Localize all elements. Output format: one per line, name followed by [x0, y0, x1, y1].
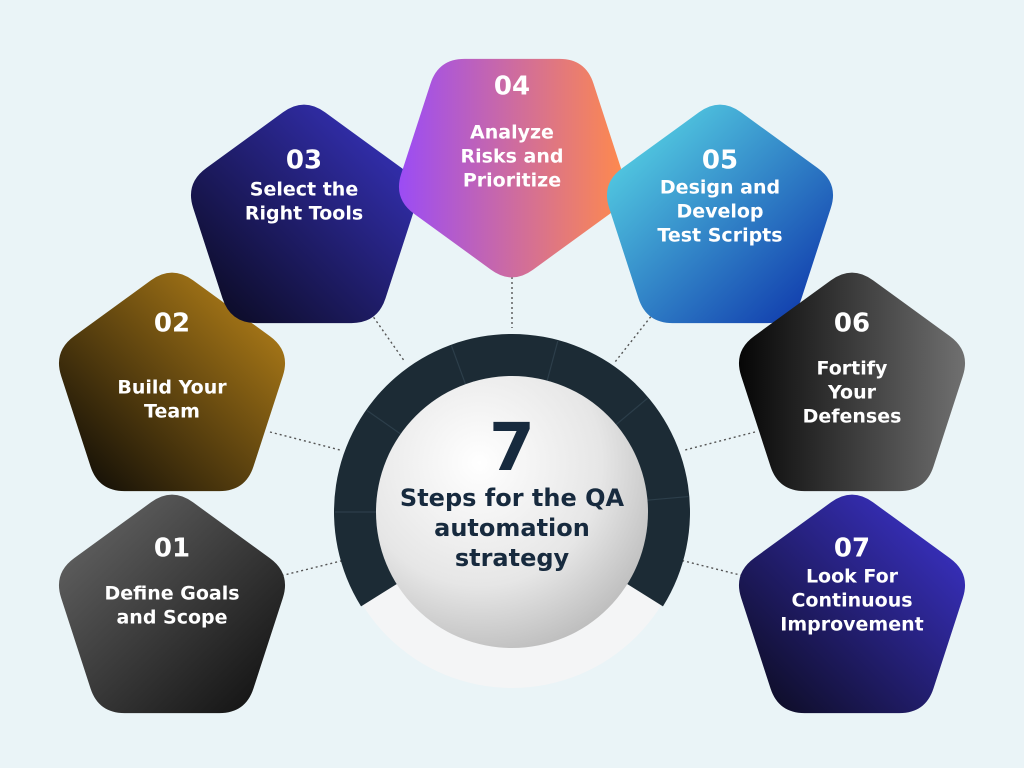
- center-title-line: Steps for the QA: [400, 484, 625, 512]
- step-pentagon: [606, 104, 834, 324]
- step-label-line: Defenses: [803, 406, 902, 428]
- step-label-line: and Scope: [116, 607, 227, 629]
- ring-divider: [545, 340, 559, 387]
- ring-divider: [611, 397, 648, 429]
- step-label-line: Develop: [676, 201, 763, 223]
- step-label-line: Team: [144, 401, 200, 423]
- step-label-line: Risks and: [461, 146, 564, 168]
- step-pentagon: [58, 272, 286, 492]
- step-label-line: Your: [827, 382, 877, 404]
- ring-divider: [366, 409, 406, 438]
- step-label-line: Right Tools: [245, 203, 363, 225]
- connector-line-06: [684, 431, 756, 451]
- step-pentagon: [58, 494, 286, 714]
- step-label-line: Prioritize: [463, 170, 561, 192]
- center-title-line: strategy: [455, 544, 570, 572]
- ring-divider: [450, 345, 469, 391]
- step-pentagon: [190, 104, 418, 324]
- step-number: 05: [702, 146, 738, 176]
- center-number: 7: [489, 409, 535, 486]
- connector-line-07: [679, 559, 753, 579]
- step-pentagon: [398, 58, 626, 278]
- ring-divider: [641, 495, 689, 502]
- step-pentagon: [738, 272, 966, 492]
- step-label-line: Improvement: [780, 614, 923, 636]
- step-label-line: Fortify: [817, 358, 888, 380]
- step-label-line: Test Scripts: [657, 225, 782, 247]
- step-number: 03: [286, 146, 322, 176]
- step-number: 02: [154, 309, 190, 339]
- step-label-line: Select the: [250, 179, 358, 201]
- connector-line-05: [614, 304, 661, 363]
- step-pentagon: [738, 494, 966, 714]
- step-label-line: Analyze: [470, 122, 554, 144]
- step-label-line: Look For: [806, 566, 899, 588]
- step-number: 04: [494, 72, 530, 102]
- center-disc: [376, 376, 648, 648]
- step-number: 07: [834, 534, 870, 564]
- connector-line-02: [269, 431, 341, 451]
- step-label-line: Design and: [660, 177, 780, 199]
- step-number: 06: [834, 309, 870, 339]
- step-label-line: Define Goals: [104, 583, 239, 605]
- step-number: 01: [154, 534, 190, 564]
- step-label-line: Build Your: [117, 377, 227, 399]
- center-title-line: automation: [434, 514, 590, 542]
- step-label-line: Continuous: [791, 590, 912, 612]
- ring-dark-arc: [334, 334, 690, 607]
